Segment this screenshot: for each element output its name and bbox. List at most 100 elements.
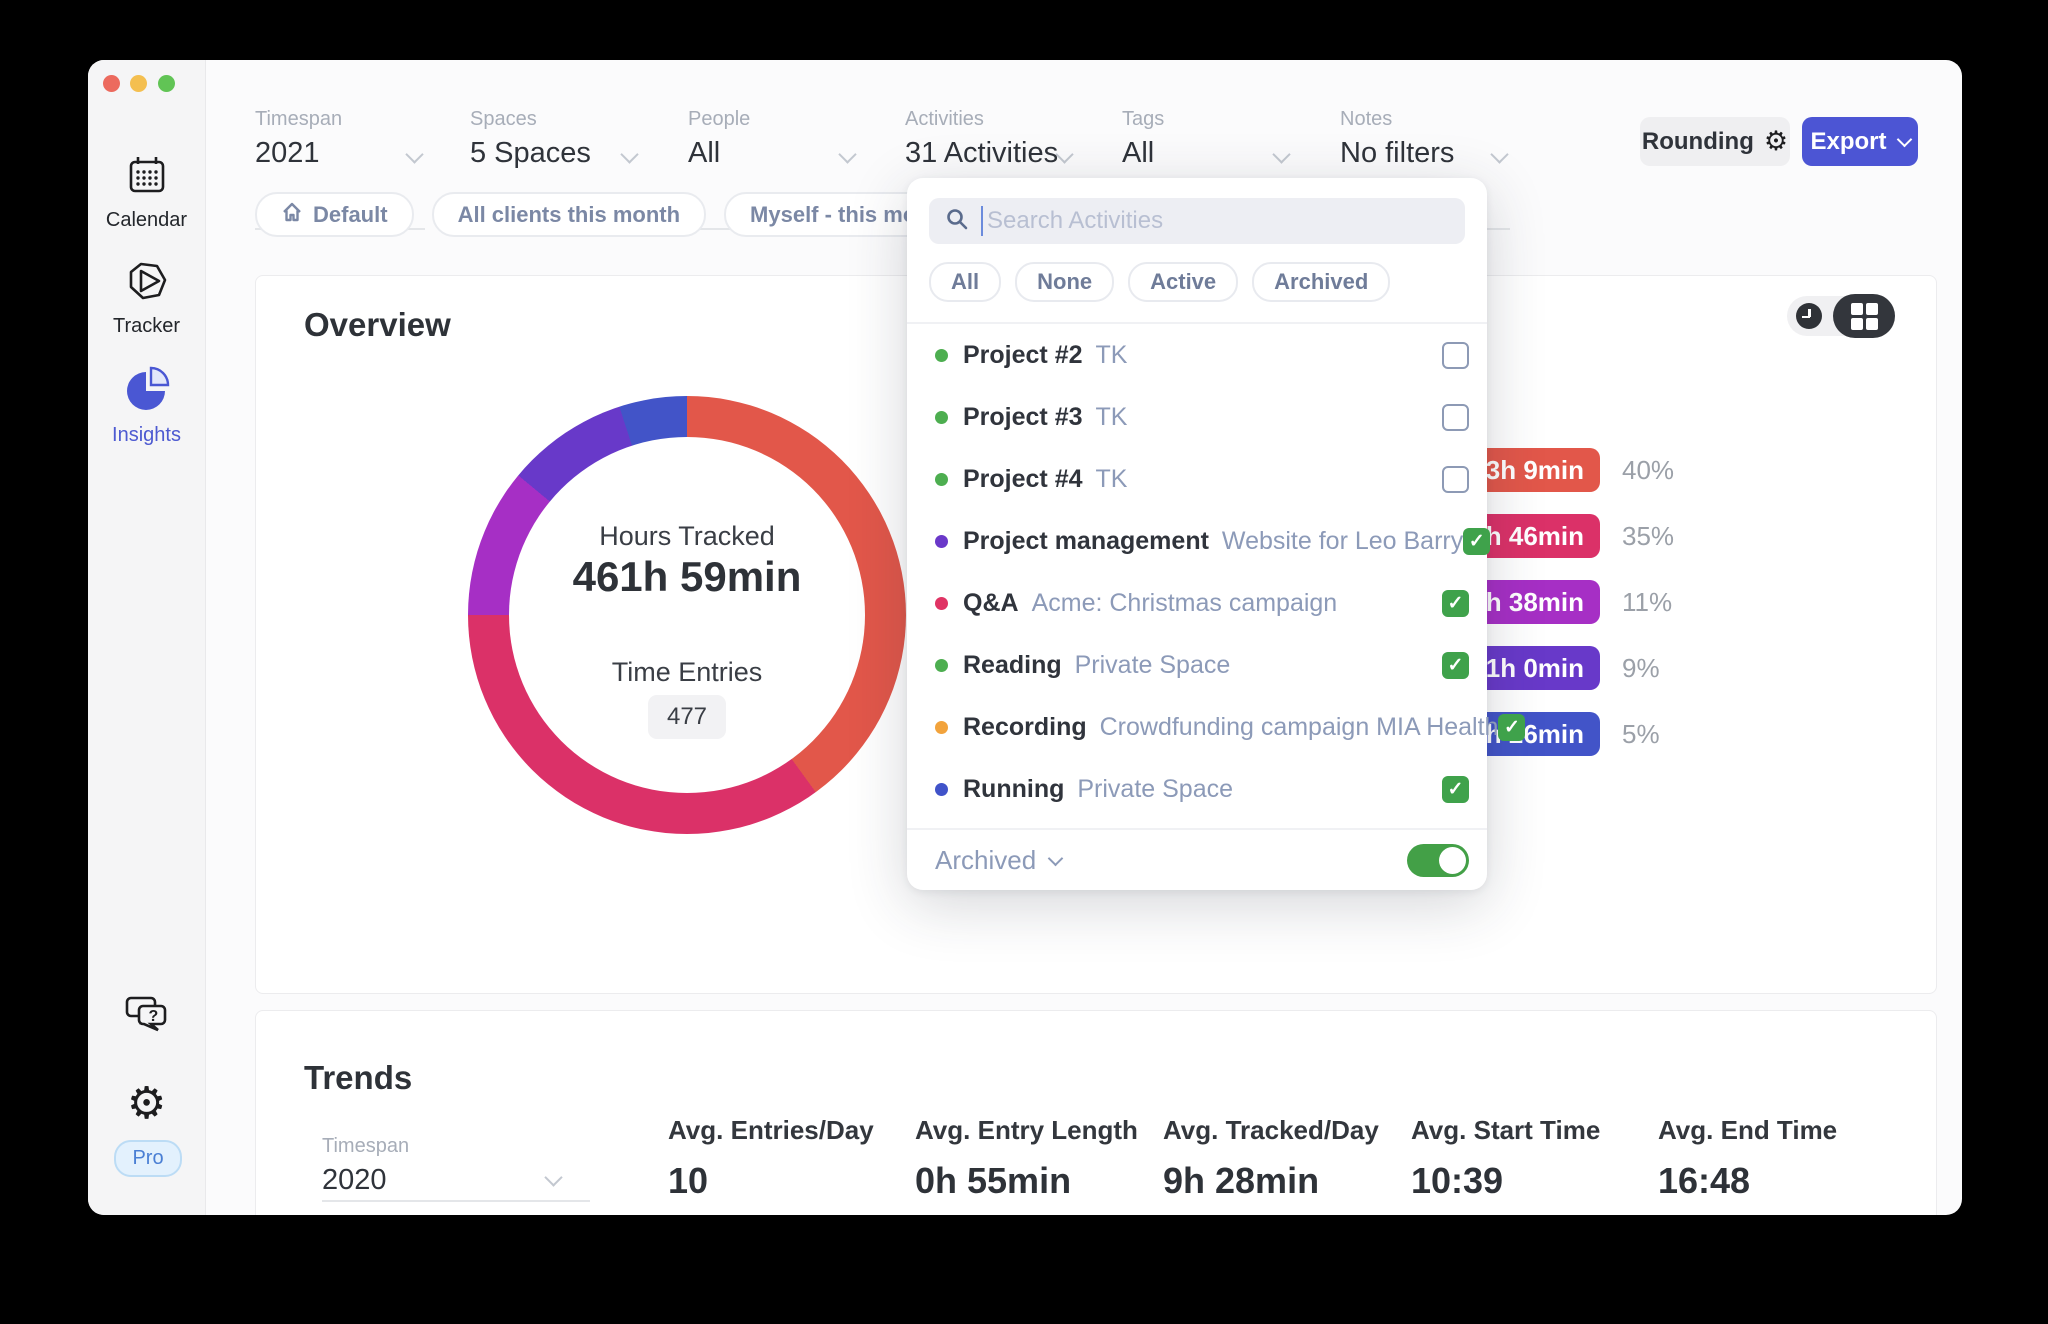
timespan-value: 2020 (322, 1164, 387, 1196)
time-entries-count: 477 (648, 695, 726, 739)
trends-card: Trends (255, 1010, 1937, 1215)
activity-row[interactable]: Running Private Space (907, 758, 1487, 820)
help-button[interactable]: ? (88, 990, 205, 1041)
sidebar-item-label: Tracker (112, 315, 181, 337)
activities-search[interactable] (929, 198, 1465, 244)
settings-button[interactable]: ⚙ (88, 1082, 205, 1126)
activity-name: Project management (963, 526, 1209, 555)
filter-label: Timespan (255, 108, 343, 130)
stat-value: 16:48 (1658, 1160, 1751, 1201)
activity-space: TK (1095, 464, 1128, 493)
filter-value: All (688, 137, 721, 169)
archived-toggle[interactable] (1407, 843, 1469, 877)
rounding-label: Rounding (1641, 127, 1754, 155)
activity-name: Recording (963, 712, 1087, 741)
activity-checkbox[interactable] (1442, 465, 1469, 493)
preset-default[interactable]: Default (255, 192, 414, 237)
filter-label: Tags (1122, 108, 1165, 130)
traffic-zoom-button[interactable] (158, 75, 175, 92)
select-archived-button[interactable]: Archived (1252, 262, 1391, 302)
activity-row[interactable]: Project #2 TK (907, 324, 1487, 386)
filter-label: People (688, 108, 751, 130)
activity-checkbox[interactable] (1442, 403, 1469, 431)
activity-row[interactable]: Recording Crowdfunding campaign MIA Heal… (907, 696, 1526, 758)
stat-label: Avg. End Time (1658, 1115, 1838, 1145)
traffic-minimize-button[interactable] (130, 75, 147, 92)
filter-value: 31 Activities (905, 137, 1059, 169)
rounding-button[interactable]: Rounding ⚙ (1640, 117, 1790, 166)
activity-row[interactable]: Project #3 TK (907, 386, 1487, 448)
filter-value: All (1122, 137, 1155, 169)
sidebar: Calendar Tracker Insig (88, 60, 206, 1215)
filter-activities[interactable]: Activities 31 Activities (905, 108, 1093, 231)
activity-row[interactable]: Project #4 TK (907, 448, 1487, 510)
stat-label: Avg. Entries/Day (668, 1115, 874, 1145)
activity-color-dot (935, 348, 948, 362)
activity-name: Project #2 (963, 340, 1083, 369)
selection-pills: All None Active Archived (929, 262, 1391, 302)
stat-value: 0h 55min (915, 1160, 1072, 1201)
legend-percent: 5% (1622, 718, 1660, 749)
activity-color-dot (935, 596, 948, 610)
activity-color-dot (935, 658, 948, 672)
insights-pie-icon (123, 365, 171, 418)
donut-center: Hours Tracked 461h 59min Time Entries 47… (509, 437, 865, 793)
activity-color-dot (935, 720, 948, 734)
grid-view-icon[interactable] (1833, 294, 1895, 338)
timespan-label: Timespan (322, 1135, 410, 1157)
clock-view-icon[interactable] (1796, 303, 1822, 329)
search-icon (945, 207, 969, 236)
sidebar-item-tracker[interactable]: Tracker (88, 258, 205, 338)
filter-people[interactable]: People All (688, 108, 876, 230)
activity-space: TK (1095, 340, 1128, 369)
archived-label[interactable]: Archived (935, 844, 1037, 875)
filter-value: No filters (1340, 137, 1455, 169)
export-label: Export (1810, 127, 1887, 155)
select-all-button[interactable]: All (929, 262, 1002, 302)
activity-space: TK (1095, 402, 1128, 431)
traffic-close-button[interactable] (103, 75, 120, 92)
select-none-button[interactable]: None (1015, 262, 1115, 302)
activity-row[interactable]: Q&A Acme: Christmas campaign (907, 572, 1487, 634)
activity-checkbox[interactable] (1442, 341, 1469, 369)
filter-spaces[interactable]: Spaces 5 Spaces (470, 108, 658, 230)
search-input[interactable] (981, 206, 1449, 236)
preset-all-clients[interactable]: All clients this month (431, 192, 707, 237)
activity-color-dot (935, 782, 948, 796)
legend-percent: 40% (1622, 454, 1675, 485)
home-icon (281, 201, 303, 229)
activity-checkbox[interactable] (1498, 713, 1526, 741)
filter-tags[interactable]: Tags All (1122, 108, 1310, 230)
activity-checkbox[interactable] (1442, 775, 1469, 803)
select-active-button[interactable]: Active (1128, 262, 1239, 302)
hours-donut-chart: Hours Tracked 461h 59min Time Entries 47… (468, 396, 906, 834)
gear-icon: ⚙ (126, 1078, 167, 1129)
tracker-icon (124, 258, 170, 309)
activity-row[interactable]: Reading Private Space (907, 634, 1487, 696)
legend-percent: 35% (1622, 520, 1675, 551)
trends-timespan-dropdown[interactable]: Timespan 2020 (322, 1135, 590, 1202)
activity-checkbox[interactable] (1463, 527, 1491, 555)
filter-value: 2021 (255, 137, 320, 169)
stat-value: 10:39 (1411, 1160, 1504, 1201)
activities-popover: All None Active Archived Project #2 TK P… (907, 178, 1526, 890)
filter-timespan[interactable]: Timespan 2021 (255, 108, 443, 230)
view-mode-segmented-control (1787, 294, 1895, 338)
stat-avg-end-time: Avg. End Time 16:48 (1658, 1115, 1837, 1202)
pro-badge[interactable]: Pro (114, 1140, 182, 1177)
activity-color-dot (935, 534, 948, 548)
gear-icon: ⚙ (1763, 126, 1789, 157)
stat-avg-entries-day: Avg. Entries/Day 10 (668, 1115, 874, 1202)
stat-avg-start-time: Avg. Start Time 10:39 (1411, 1115, 1600, 1202)
sidebar-item-calendar[interactable]: Calendar (88, 152, 205, 232)
activity-checkbox[interactable] (1442, 651, 1469, 679)
sidebar-item-insights[interactable]: Insights (88, 365, 205, 447)
sidebar-item-label: Insights (112, 424, 181, 446)
calendar-icon (124, 152, 170, 203)
activity-checkbox[interactable] (1442, 589, 1469, 617)
activity-row[interactable]: Project management Website for Leo Barry (907, 510, 1491, 572)
filter-notes[interactable]: Notes No filters (1340, 108, 1528, 230)
export-button[interactable]: Export (1802, 117, 1918, 166)
time-entries-label: Time Entries (611, 657, 763, 687)
